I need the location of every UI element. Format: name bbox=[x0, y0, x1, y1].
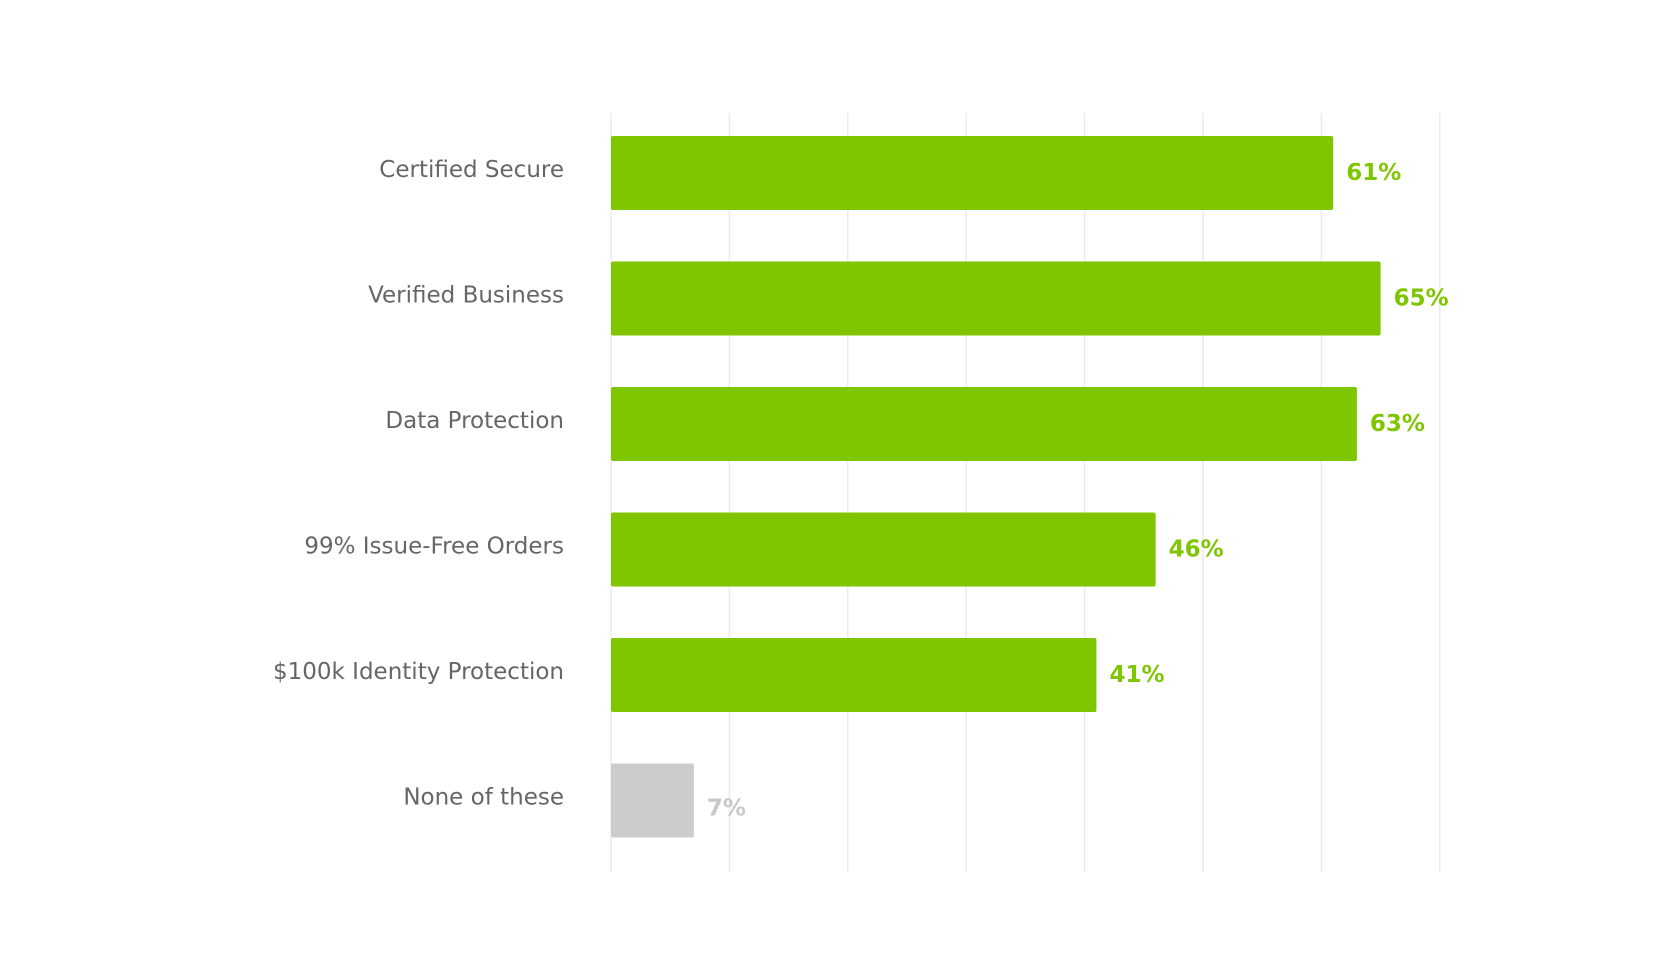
labels: Certified Secure 61% Verified Business 65% D… bbox=[273, 157, 1449, 822]
bar-0 bbox=[611, 136, 1334, 210]
bars bbox=[611, 136, 1381, 838]
bar-4 bbox=[611, 638, 1097, 712]
bar-1 bbox=[611, 261, 1381, 336]
category-label-3: 99% Issue-Free Orders bbox=[304, 534, 564, 560]
value-label-5: 7% bbox=[707, 796, 746, 822]
value-label-2: 63% bbox=[1370, 411, 1425, 437]
category-label-2: Data Protection bbox=[385, 408, 564, 434]
value-label-4: 41% bbox=[1109, 662, 1164, 688]
category-label-5: None of these bbox=[403, 785, 564, 811]
category-label-1: Verified Business bbox=[368, 283, 564, 309]
bar-3 bbox=[611, 512, 1156, 587]
category-label-0: Certified Secure bbox=[379, 157, 564, 183]
value-label-3: 46% bbox=[1169, 537, 1224, 563]
category-label-4: $100k Identity Protection bbox=[273, 659, 564, 685]
value-label-0: 61% bbox=[1346, 160, 1401, 186]
bar-5 bbox=[611, 763, 694, 838]
value-label-1: 65% bbox=[1394, 286, 1449, 312]
gridlines bbox=[610, 113, 1441, 872]
bar-2 bbox=[611, 387, 1357, 461]
